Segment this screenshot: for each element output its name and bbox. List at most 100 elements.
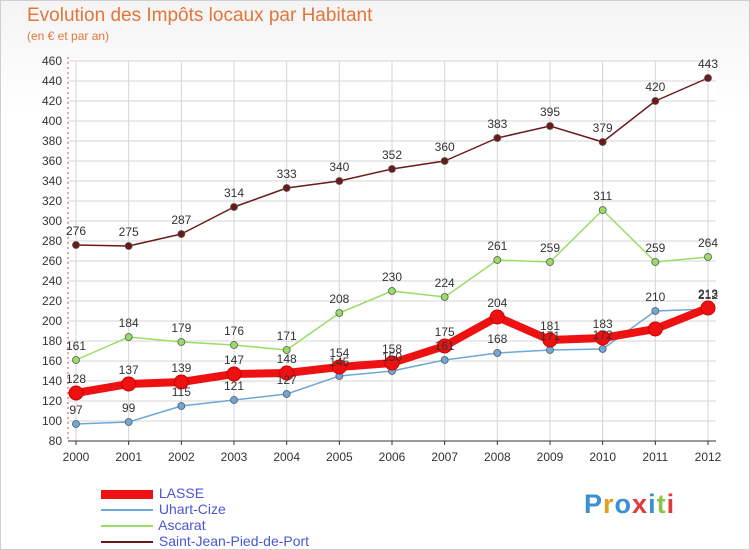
- data-label: 264: [698, 236, 718, 250]
- data-label: 145: [329, 355, 349, 369]
- data-point: [489, 309, 505, 325]
- data-label: 224: [435, 276, 455, 290]
- x-tick-label: 2008: [484, 450, 511, 464]
- data-point: [598, 206, 607, 214]
- data-point: [546, 346, 554, 354]
- data-label: 137: [119, 363, 139, 377]
- data-label: 333: [277, 167, 297, 181]
- legend-label-ascarat: Ascarat: [158, 517, 206, 533]
- data-point: [282, 346, 291, 354]
- y-tick-label: 340: [42, 174, 62, 188]
- y-tick-label: 460: [42, 54, 62, 68]
- data-point: [335, 177, 344, 185]
- data-point: [124, 242, 133, 250]
- x-tick-label: 2001: [115, 450, 142, 464]
- data-label: 261: [487, 239, 507, 253]
- x-tick-label: 2004: [273, 450, 300, 464]
- data-point: [700, 300, 716, 316]
- data-label: 181: [540, 319, 560, 333]
- data-label: 179: [171, 321, 191, 335]
- legend-label-lasse: LASSE: [158, 485, 205, 501]
- data-label: 395: [540, 105, 560, 119]
- data-point: [388, 165, 396, 173]
- legend-label-saint-jean-pied-de-port: Saint-Jean-Pied-de-Port: [158, 533, 310, 549]
- logo-letter: x: [632, 489, 649, 519]
- data-point: [440, 356, 449, 364]
- data-point: [598, 345, 607, 353]
- legend-swatch-saint-jean-pied-de-port: [101, 541, 153, 544]
- data-point: [440, 157, 449, 165]
- data-label: 99: [122, 401, 136, 415]
- data-point: [546, 258, 554, 266]
- data-label: 127: [277, 373, 297, 387]
- data-point: [440, 293, 449, 301]
- data-point: [282, 184, 291, 192]
- data-point: [437, 338, 453, 354]
- legend-item-ascarat[interactable]: Ascarat: [101, 517, 309, 533]
- data-point: [335, 309, 344, 317]
- data-label: 259: [540, 241, 560, 255]
- legend: LASSE Uhart-Cize Ascarat Saint-Jean-Pied…: [101, 485, 309, 549]
- x-tick-label: 2009: [537, 450, 564, 464]
- data-label: 204: [487, 296, 507, 310]
- data-label: 139: [171, 361, 191, 375]
- data-point: [72, 241, 80, 249]
- data-label: 115: [172, 385, 191, 399]
- data-label: 148: [277, 352, 297, 366]
- data-label: 171: [540, 329, 560, 343]
- data-label: 176: [224, 324, 244, 338]
- logo-letter: i: [666, 489, 676, 519]
- data-label: 314: [224, 186, 244, 200]
- y-tick-label: 440: [42, 74, 62, 88]
- data-point: [595, 330, 611, 346]
- data-label: 276: [66, 224, 86, 238]
- y-tick-label: 360: [42, 154, 62, 168]
- data-label: 161: [66, 339, 86, 353]
- x-tick-label: 2003: [221, 450, 248, 464]
- data-label: 161: [435, 339, 455, 353]
- chart-subtitle: (en € et par an): [27, 29, 110, 43]
- data-label: 360: [435, 140, 455, 154]
- data-label: 259: [645, 241, 665, 255]
- data-point: [177, 402, 186, 410]
- data-point: [230, 203, 238, 211]
- y-tick-label: 100: [42, 414, 62, 428]
- data-label: 121: [224, 379, 244, 393]
- y-tick-label: 400: [42, 114, 62, 128]
- data-label: 275: [119, 225, 139, 239]
- data-point: [230, 396, 238, 404]
- data-point: [173, 374, 189, 390]
- data-label: 230: [382, 270, 402, 284]
- data-label: 420: [645, 80, 665, 94]
- data-label: 150: [382, 350, 402, 364]
- data-label: 210: [645, 290, 665, 304]
- data-point: [121, 376, 137, 392]
- data-point: [124, 418, 133, 426]
- y-tick-label: 80: [49, 434, 63, 448]
- data-label: 311: [593, 189, 612, 203]
- data-point: [651, 258, 660, 266]
- legend-item-saint-jean-pied-de-port[interactable]: Saint-Jean-Pied-de-Port: [101, 533, 309, 549]
- data-label: 213: [698, 287, 718, 301]
- legend-item-lasse[interactable]: LASSE: [101, 485, 309, 501]
- data-point: [282, 390, 291, 398]
- y-tick-label: 160: [42, 354, 62, 368]
- data-point: [384, 355, 400, 371]
- data-point: [177, 230, 186, 238]
- legend-item-uhart-cize[interactable]: Uhart-Cize: [101, 501, 309, 517]
- data-label: 175: [435, 325, 455, 339]
- data-point: [331, 359, 347, 375]
- data-point: [493, 349, 502, 357]
- x-tick-label: 2007: [431, 450, 458, 464]
- data-label: 158: [382, 342, 402, 356]
- proxiti-logo: Proxiti: [584, 489, 675, 520]
- data-point: [124, 333, 133, 341]
- y-tick-label: 420: [42, 94, 62, 108]
- data-label: 383: [487, 117, 507, 131]
- y-tick-label: 140: [42, 374, 62, 388]
- data-label: 352: [382, 148, 402, 162]
- y-tick-label: 300: [42, 214, 62, 228]
- data-label: 443: [698, 57, 718, 71]
